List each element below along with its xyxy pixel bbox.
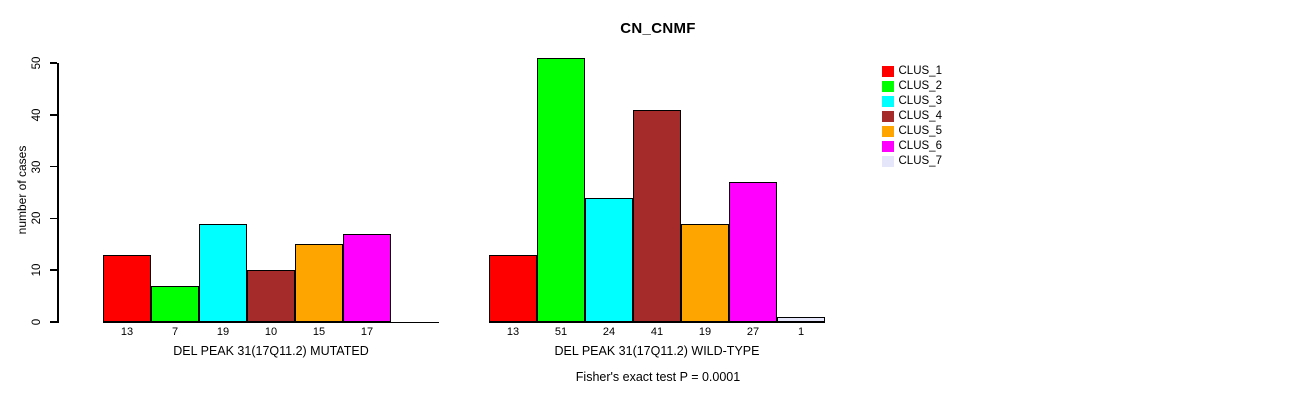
legend-item-label: CLUS_3 bbox=[898, 95, 942, 107]
bar-count-label: 13 bbox=[506, 326, 520, 338]
y-tick-label: 30 bbox=[31, 160, 43, 173]
legend-item: CLUS_1 bbox=[882, 64, 942, 79]
x-axis-baseline bbox=[489, 321, 825, 323]
legend-item-label: CLUS_1 bbox=[898, 65, 942, 77]
bar-clus_7 bbox=[777, 317, 825, 322]
legend-item-label: CLUS_2 bbox=[898, 80, 942, 92]
legend-item-label: CLUS_6 bbox=[898, 140, 942, 152]
legend-color-swatch bbox=[882, 95, 894, 108]
bar-clus_2 bbox=[151, 286, 199, 322]
y-tick-label: 40 bbox=[31, 108, 43, 122]
bar-count-label: 7 bbox=[171, 326, 179, 338]
bar-count-label: 41 bbox=[650, 326, 664, 338]
bar-clus_6 bbox=[729, 182, 777, 322]
y-tick-mark bbox=[50, 217, 57, 220]
legend-item-label: CLUS_4 bbox=[898, 110, 942, 122]
y-tick-mark bbox=[50, 62, 57, 64]
bar-count-label: 27 bbox=[746, 326, 760, 338]
legend-item: CLUS_5 bbox=[882, 124, 942, 139]
bar-clus_4 bbox=[633, 110, 681, 322]
legend-item: CLUS_2 bbox=[882, 79, 942, 94]
legend-color-swatch bbox=[882, 80, 894, 93]
y-axis-label: number of cases bbox=[15, 145, 29, 235]
x-axis-baseline bbox=[103, 321, 439, 323]
legend-item: CLUS_4 bbox=[882, 109, 942, 124]
bar-count-label: 1 bbox=[797, 326, 805, 338]
legend-color-swatch bbox=[882, 155, 894, 168]
y-tick-label: 0 bbox=[31, 318, 43, 326]
legend: CLUS_1 CLUS_2 CLUS_3 CLUS_4 CLUS_5 CLUS_6 CLUS… bbox=[882, 64, 942, 169]
bar-count-label: 19 bbox=[698, 326, 712, 338]
legend-color-swatch bbox=[882, 110, 894, 123]
group-x-axis-label: DEL PEAK 31(17Q11.2) WILD-TYPE bbox=[554, 344, 760, 358]
bar-count-label: 51 bbox=[554, 326, 568, 338]
bar-count-label: 13 bbox=[120, 326, 134, 338]
bar-clus_1 bbox=[489, 255, 537, 322]
legend-item: CLUS_6 bbox=[882, 139, 942, 154]
y-tick-mark bbox=[50, 321, 57, 323]
y-tick-label: 10 bbox=[31, 263, 43, 277]
y-tick-mark bbox=[50, 114, 57, 116]
legend-color-swatch bbox=[882, 125, 894, 138]
bar-clus_5 bbox=[295, 244, 343, 322]
bar-clus_1 bbox=[103, 255, 151, 322]
chart-title: CN_CNMF bbox=[620, 20, 696, 37]
legend-color-swatch bbox=[882, 65, 894, 78]
y-tick-label: 50 bbox=[31, 56, 43, 70]
y-tick-mark bbox=[50, 165, 57, 168]
legend-color-swatch bbox=[882, 140, 894, 153]
bar-count-label: 17 bbox=[360, 326, 374, 338]
legend-item-label: CLUS_5 bbox=[898, 125, 942, 137]
y-tick-mark bbox=[50, 269, 57, 271]
y-tick-label: 20 bbox=[31, 212, 43, 225]
bar-clus_3 bbox=[585, 198, 633, 322]
y-axis bbox=[57, 63, 59, 323]
bar-count-label: 19 bbox=[216, 326, 230, 338]
bar-count-label: 10 bbox=[264, 326, 278, 338]
bar-clus_4 bbox=[247, 270, 295, 322]
legend-item: CLUS_3 bbox=[882, 94, 942, 109]
bar-count-label: 24 bbox=[602, 326, 616, 338]
legend-item-label: CLUS_7 bbox=[898, 155, 942, 167]
legend-item: CLUS_7 bbox=[882, 154, 942, 169]
bar-clus_6 bbox=[343, 234, 391, 322]
bar-clus_5 bbox=[681, 224, 729, 322]
fisher-test-caption: Fisher's exact test P = 0.0001 bbox=[575, 370, 741, 384]
bar-count-label: 15 bbox=[312, 326, 326, 338]
bar-clus_2 bbox=[537, 58, 585, 322]
group-x-axis-label: DEL PEAK 31(17Q11.2) MUTATED bbox=[173, 344, 369, 358]
bar-clus_3 bbox=[199, 224, 247, 322]
